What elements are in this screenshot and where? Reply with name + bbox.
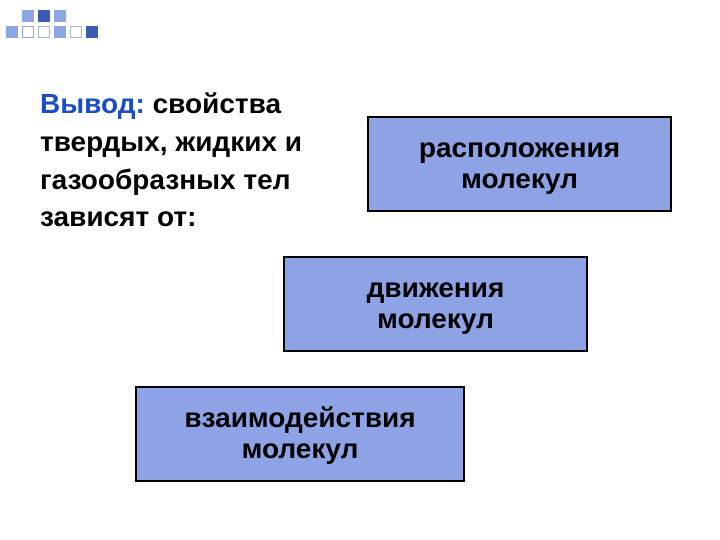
heading-lead: Вывод: xyxy=(40,88,153,119)
box-motion: движения молекул xyxy=(283,256,588,352)
box-line: молекул xyxy=(461,164,578,195)
box-line: молекул xyxy=(377,304,494,335)
box-line: молекул xyxy=(242,434,359,465)
deco-square xyxy=(38,26,50,38)
deco-square xyxy=(86,26,98,38)
deco-square xyxy=(22,26,34,38)
box-arrangement: расположения молекул xyxy=(367,116,672,212)
deco-square xyxy=(38,10,50,22)
box-line: движения xyxy=(367,273,505,304)
conclusion-heading: Вывод: свойства твердых, жидких и газооб… xyxy=(40,85,350,236)
box-interaction: взаимодействия молекул xyxy=(135,386,465,482)
box-line: расположения xyxy=(419,133,620,164)
box-line: взаимодействия xyxy=(184,403,415,434)
corner-decoration xyxy=(0,0,200,60)
deco-square xyxy=(54,26,66,38)
deco-square xyxy=(22,10,34,22)
deco-square xyxy=(6,26,18,38)
deco-square xyxy=(70,26,82,38)
deco-square xyxy=(54,10,66,22)
